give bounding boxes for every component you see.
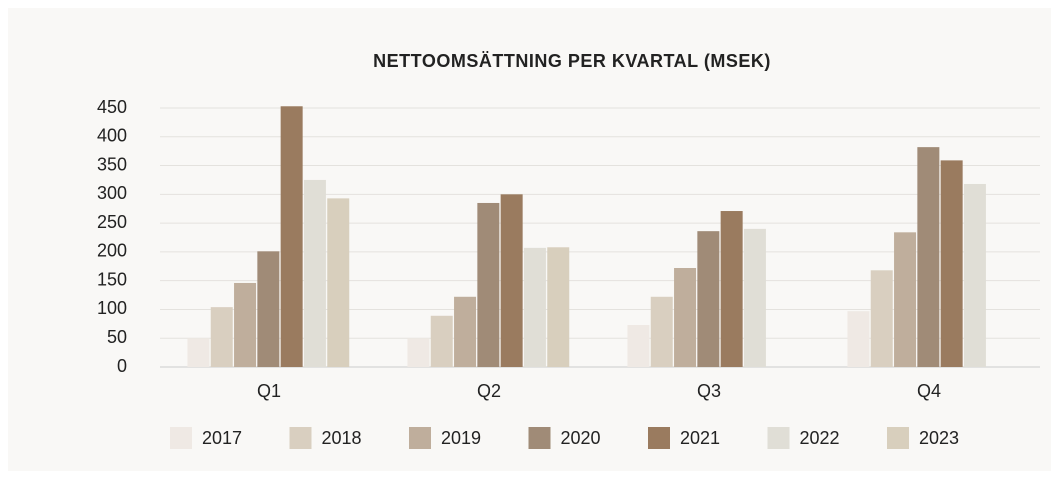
bar xyxy=(917,147,940,367)
y-tick-label: 250 xyxy=(97,212,127,232)
bar xyxy=(743,228,766,367)
legend-swatch xyxy=(767,427,790,449)
legend-label: 2018 xyxy=(322,428,362,448)
y-tick-label: 400 xyxy=(97,126,127,146)
bar xyxy=(627,324,650,367)
y-tick-label: 200 xyxy=(97,241,127,261)
bar xyxy=(303,179,326,367)
chart-title: NETTOOMSÄTTNING PER KVARTAL (MSEK) xyxy=(373,51,771,71)
bar xyxy=(454,296,477,367)
y-tick-label: 300 xyxy=(97,183,127,203)
bar xyxy=(940,160,963,367)
y-tick-label: 50 xyxy=(107,327,127,347)
y-tick-label: 450 xyxy=(97,97,127,117)
bar xyxy=(697,231,720,367)
x-tick-label: Q4 xyxy=(917,381,941,401)
legend-label: 2019 xyxy=(441,428,481,448)
bar xyxy=(327,198,350,367)
legend-label: 2017 xyxy=(202,428,242,448)
y-tick-label: 0 xyxy=(117,356,127,376)
bar xyxy=(407,338,430,367)
bar xyxy=(257,251,280,367)
legend-swatch xyxy=(289,427,312,449)
panel xyxy=(8,8,1051,471)
legend-swatch xyxy=(170,427,192,449)
legend-swatch xyxy=(528,427,551,449)
bar xyxy=(430,315,453,367)
bar xyxy=(187,338,210,367)
bar xyxy=(963,183,986,367)
bar xyxy=(210,307,233,367)
bar xyxy=(847,311,870,367)
bar xyxy=(477,202,500,367)
bar xyxy=(720,211,743,367)
y-tick-label: 150 xyxy=(97,269,127,289)
bar xyxy=(650,296,673,367)
legend-label: 2021 xyxy=(680,428,720,448)
bar xyxy=(674,268,697,367)
legend-swatch xyxy=(648,427,670,449)
legend-label: 2022 xyxy=(800,428,840,448)
bar xyxy=(894,232,917,367)
bar xyxy=(523,247,546,367)
legend-swatch xyxy=(887,427,909,449)
legend-label: 2020 xyxy=(561,428,601,448)
legend-label: 2023 xyxy=(919,428,959,448)
x-tick-label: Q1 xyxy=(257,381,281,401)
y-tick-label: 350 xyxy=(97,154,127,174)
y-tick-label: 100 xyxy=(97,298,127,318)
x-tick-label: Q2 xyxy=(477,381,501,401)
bar xyxy=(500,194,523,367)
bar xyxy=(547,247,570,367)
bar xyxy=(234,282,257,367)
bar xyxy=(870,270,893,367)
bar xyxy=(280,106,303,368)
legend-swatch xyxy=(409,427,431,449)
x-tick-label: Q3 xyxy=(697,381,721,401)
